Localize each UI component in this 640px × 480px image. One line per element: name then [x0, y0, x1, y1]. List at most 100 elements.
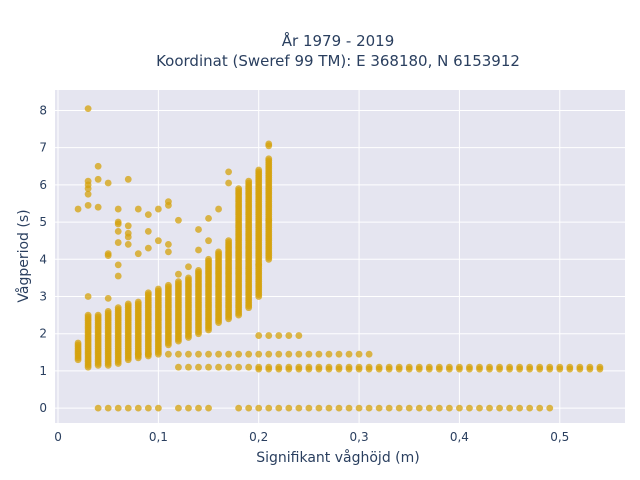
y-tick-label: 3: [39, 289, 47, 303]
data-point: [175, 278, 182, 286]
data-point: [395, 365, 403, 373]
data-point: [144, 404, 152, 412]
data-point: [265, 365, 273, 373]
plot-area: [55, 90, 625, 423]
data-point: [114, 220, 122, 228]
data-point: [265, 332, 273, 339]
data-point: [365, 404, 373, 412]
data-point: [435, 404, 443, 412]
data-point: [245, 350, 253, 358]
data-point: [195, 363, 202, 371]
data-point: [185, 350, 192, 358]
data-point: [265, 404, 273, 412]
data-point: [104, 294, 112, 302]
data-point: [325, 404, 333, 412]
data-point: [405, 365, 413, 373]
chart-title-line2: Koordinat (Sweref 99 TM): E 368180, N 61…: [156, 52, 520, 70]
data-point: [104, 404, 112, 412]
data-point: [235, 350, 243, 358]
data-point: [335, 350, 343, 358]
data-point: [526, 365, 534, 373]
data-point: [506, 404, 513, 412]
data-point: [164, 281, 172, 289]
data-point: [345, 350, 353, 358]
x-tick-label: 0,3: [350, 430, 369, 444]
data-point: [154, 237, 162, 245]
data-point: [395, 404, 403, 412]
y-tick-label: 7: [39, 141, 47, 155]
data-point: [335, 365, 343, 373]
data-point: [405, 404, 413, 412]
data-point: [536, 404, 544, 412]
data-point: [154, 404, 162, 412]
data-point: [225, 179, 233, 187]
data-point: [215, 248, 222, 256]
data-point: [205, 404, 212, 412]
data-point: [496, 365, 503, 373]
data-point: [275, 365, 283, 373]
data-point: [104, 307, 112, 315]
data-point: [124, 300, 132, 308]
data-point: [124, 241, 132, 248]
data-point: [556, 365, 564, 373]
data-point: [466, 365, 473, 373]
data-point: [476, 404, 483, 412]
data-point: [185, 274, 192, 282]
data-point: [84, 201, 92, 209]
data-point: [94, 311, 102, 319]
data-point: [365, 350, 373, 358]
data-point: [164, 248, 172, 256]
data-point: [195, 350, 202, 358]
data-point: [195, 226, 202, 233]
data-point: [305, 365, 313, 373]
data-point: [546, 404, 554, 412]
data-point: [225, 168, 233, 176]
data-point: [74, 339, 82, 347]
data-point: [496, 404, 503, 412]
y-tick-label: 6: [39, 178, 47, 192]
data-point: [295, 365, 303, 373]
y-tick-label: 4: [39, 252, 47, 266]
data-point: [255, 365, 263, 373]
chart-title-line1: År 1979 - 2019: [282, 31, 395, 50]
data-point: [265, 155, 273, 163]
data-point: [385, 365, 393, 373]
data-point: [506, 365, 513, 373]
data-point: [526, 404, 534, 412]
data-point: [205, 237, 212, 245]
x-tick-labels: 0 0,1 0,2 0,3 0,4 0,5: [54, 430, 569, 444]
data-point: [516, 365, 524, 373]
data-point: [134, 350, 142, 358]
data-point: [315, 350, 323, 358]
data-point: [114, 272, 122, 280]
data-point: [94, 175, 102, 183]
data-point: [415, 365, 423, 373]
data-point: [134, 298, 142, 306]
data-point: [185, 404, 192, 412]
data-point: [205, 350, 212, 358]
data-point: [355, 404, 363, 412]
data-point: [124, 175, 132, 183]
data-point: [154, 285, 162, 293]
data-point: [255, 332, 263, 339]
data-point: [345, 404, 353, 412]
data-point: [195, 246, 202, 254]
data-point: [355, 365, 363, 373]
points-layer: [74, 105, 604, 412]
x-tick-label: 0,2: [249, 430, 268, 444]
data-point: [476, 365, 483, 373]
data-point: [325, 365, 333, 373]
data-point: [195, 267, 202, 274]
data-point: [124, 233, 132, 241]
data-point: [235, 404, 243, 412]
data-point: [516, 404, 524, 412]
data-point: [205, 214, 212, 222]
x-tick-label: 0,4: [450, 430, 469, 444]
grid-lines: [55, 90, 625, 423]
data-point: [295, 350, 303, 358]
data-point: [104, 252, 112, 259]
data-point: [235, 185, 243, 192]
data-point: [445, 365, 453, 373]
data-point: [285, 350, 293, 358]
data-point: [134, 205, 142, 213]
